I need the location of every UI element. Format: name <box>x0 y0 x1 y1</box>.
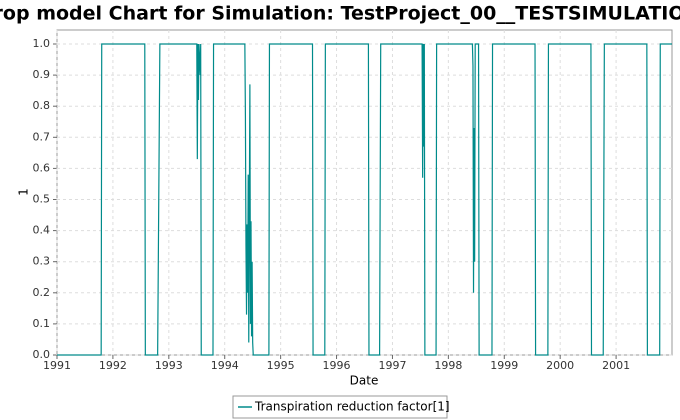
x-tick-label: 1991 <box>43 359 71 372</box>
x-tick-label: 1997 <box>378 359 406 372</box>
y-tick-label: 0.1 <box>33 317 51 330</box>
x-tick-label: 1996 <box>323 359 351 372</box>
x-tick-label: 1992 <box>99 359 127 372</box>
x-tick-label: 1993 <box>155 359 183 372</box>
x-tick-label: 2001 <box>602 359 630 372</box>
y-tick-label: 0.9 <box>33 68 51 81</box>
y-axis-title: 1 <box>17 188 31 196</box>
y-tick-label: 0.3 <box>33 255 51 268</box>
x-tick-label: 2000 <box>546 359 574 372</box>
y-tick-label: 0.8 <box>33 99 51 112</box>
x-tick-label: 1995 <box>267 359 295 372</box>
y-tick-label: 0.7 <box>33 130 51 143</box>
x-axis-title: Date <box>350 374 379 388</box>
y-tick-label: 0.2 <box>33 286 51 299</box>
series-line <box>57 43 672 356</box>
legend-box <box>232 395 448 419</box>
x-tick-label: 1998 <box>434 359 462 372</box>
y-tick-label: 0.5 <box>33 192 51 205</box>
y-tick-label: 0.0 <box>33 348 51 361</box>
y-tick-label: 1.0 <box>33 37 51 50</box>
x-tick-label: 1994 <box>211 359 239 372</box>
legend-label: Transpiration reduction factor[1] <box>254 400 450 414</box>
legend: Transpiration reduction factor[1] <box>232 395 450 419</box>
y-tick-label: 0.4 <box>33 224 51 237</box>
chart-title: Crop model Chart for Simulation: TestPro… <box>0 3 680 25</box>
plot-area <box>56 29 673 356</box>
y-tick-label: 0.6 <box>33 161 51 174</box>
x-tick-label: 1999 <box>490 359 518 372</box>
